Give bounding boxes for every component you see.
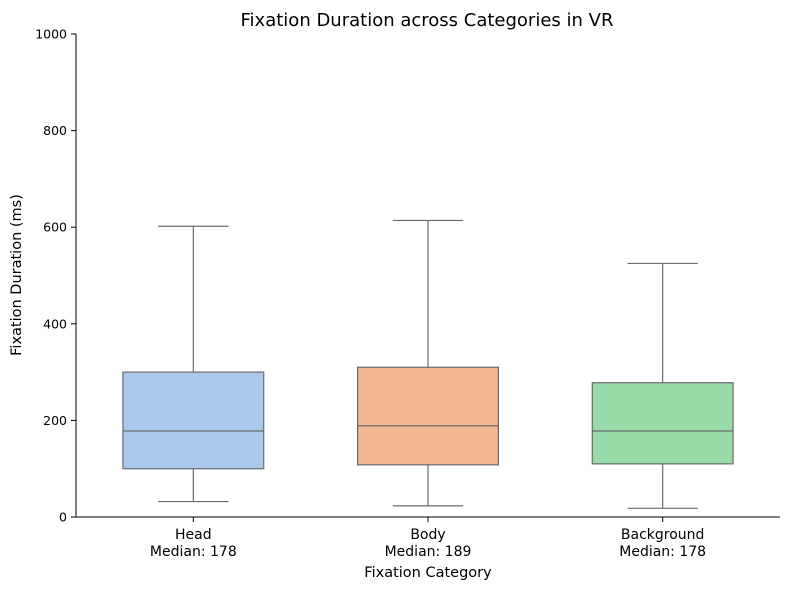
y-tick-label: 1000 (35, 27, 67, 42)
x-tick-label: Background (621, 527, 705, 543)
y-axis-label: Fixation Duration (ms) (9, 194, 25, 356)
x-tick-sublabel: Median: 178 (150, 544, 237, 560)
x-tick-label: Body (410, 527, 445, 543)
box-group (591, 262, 734, 509)
box-group (122, 225, 265, 503)
y-tick-label: 800 (43, 123, 67, 138)
y-ticks: 0 200 400 600 800 1000 (35, 27, 76, 525)
x-axis-label: Fixation Category (364, 565, 492, 581)
plot-area (122, 219, 734, 509)
box-group (357, 219, 500, 507)
iqr-box (591, 382, 734, 465)
chart-title: Fixation Duration across Categories in V… (241, 10, 614, 31)
y-tick-label: 0 (59, 510, 67, 525)
iqr-box (122, 371, 265, 470)
x-tick-sublabel: Median: 189 (385, 544, 472, 560)
y-tick-label: 600 (43, 220, 67, 235)
y-tick-label: 400 (43, 316, 67, 331)
y-tick-label: 200 (43, 413, 67, 428)
iqr-box (357, 366, 500, 466)
x-tick-label: Head (175, 527, 212, 543)
x-tick-sublabel: Median: 178 (619, 544, 706, 560)
